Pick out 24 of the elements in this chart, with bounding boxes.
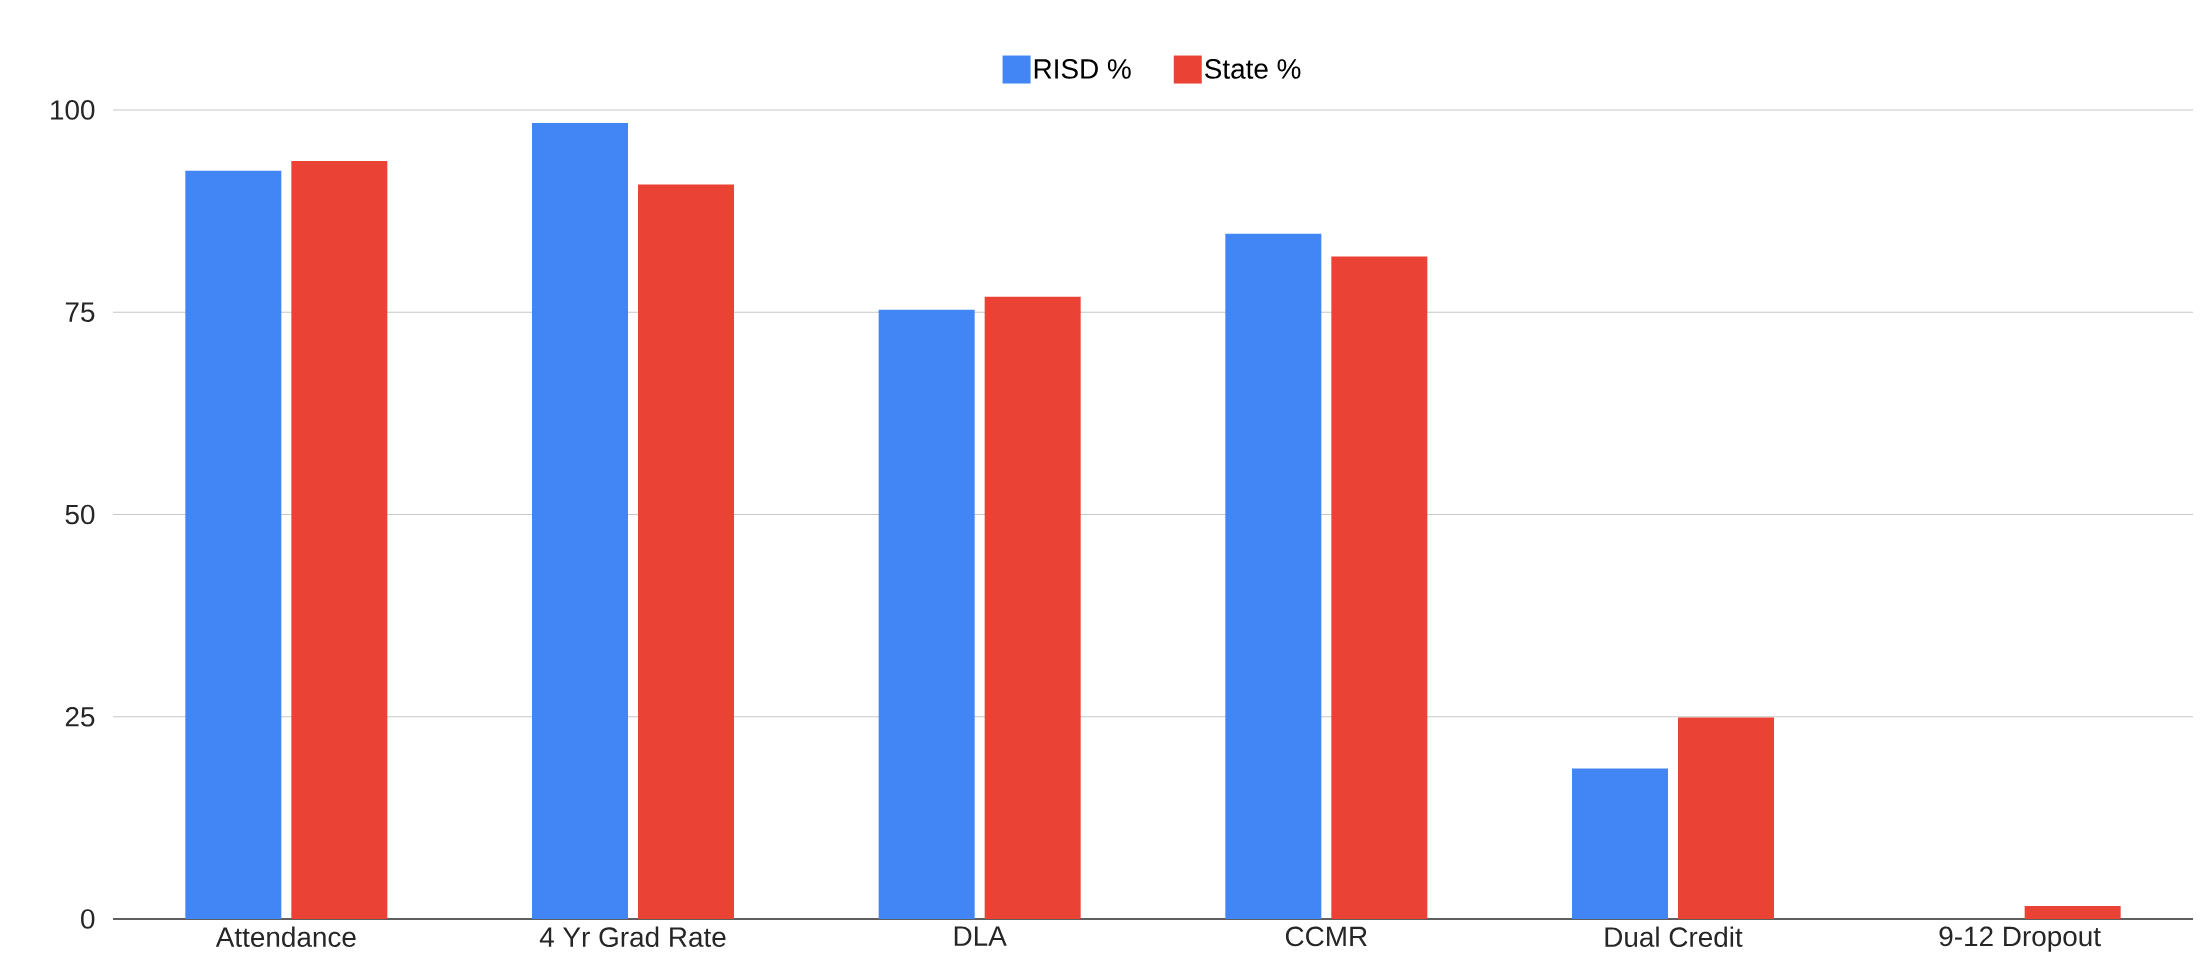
x-tick-label: 4 Yr Grad Rate bbox=[539, 926, 726, 947]
bar bbox=[1572, 768, 1668, 919]
bar bbox=[984, 296, 1081, 919]
bar bbox=[185, 170, 282, 919]
x-tick-label: Attendance bbox=[215, 926, 356, 947]
y-tick-label: 100 bbox=[51, 100, 95, 120]
bar bbox=[638, 184, 734, 919]
bar bbox=[2024, 906, 2121, 919]
y-tick-label: 0 bbox=[81, 909, 95, 929]
y-tick-label: 75 bbox=[65, 302, 95, 322]
x-tick-label: DLA bbox=[954, 926, 1007, 946]
bar bbox=[1678, 717, 1774, 919]
x-tick-label: Dual Credit bbox=[1605, 926, 1743, 947]
legend-label: RISD % bbox=[1034, 59, 1131, 79]
bar bbox=[291, 160, 388, 919]
bar bbox=[1225, 233, 1322, 919]
bar bbox=[1331, 256, 1428, 919]
bar bbox=[878, 309, 975, 919]
legend-label: State % bbox=[1205, 59, 1301, 79]
x-tick-label: CCMR bbox=[1285, 926, 1367, 947]
y-tick-label: 50 bbox=[65, 504, 95, 525]
bar bbox=[532, 122, 628, 919]
y-tick-label: 25 bbox=[65, 706, 95, 727]
x-tick-label: 9-12 Dropout bbox=[1939, 926, 2101, 952]
